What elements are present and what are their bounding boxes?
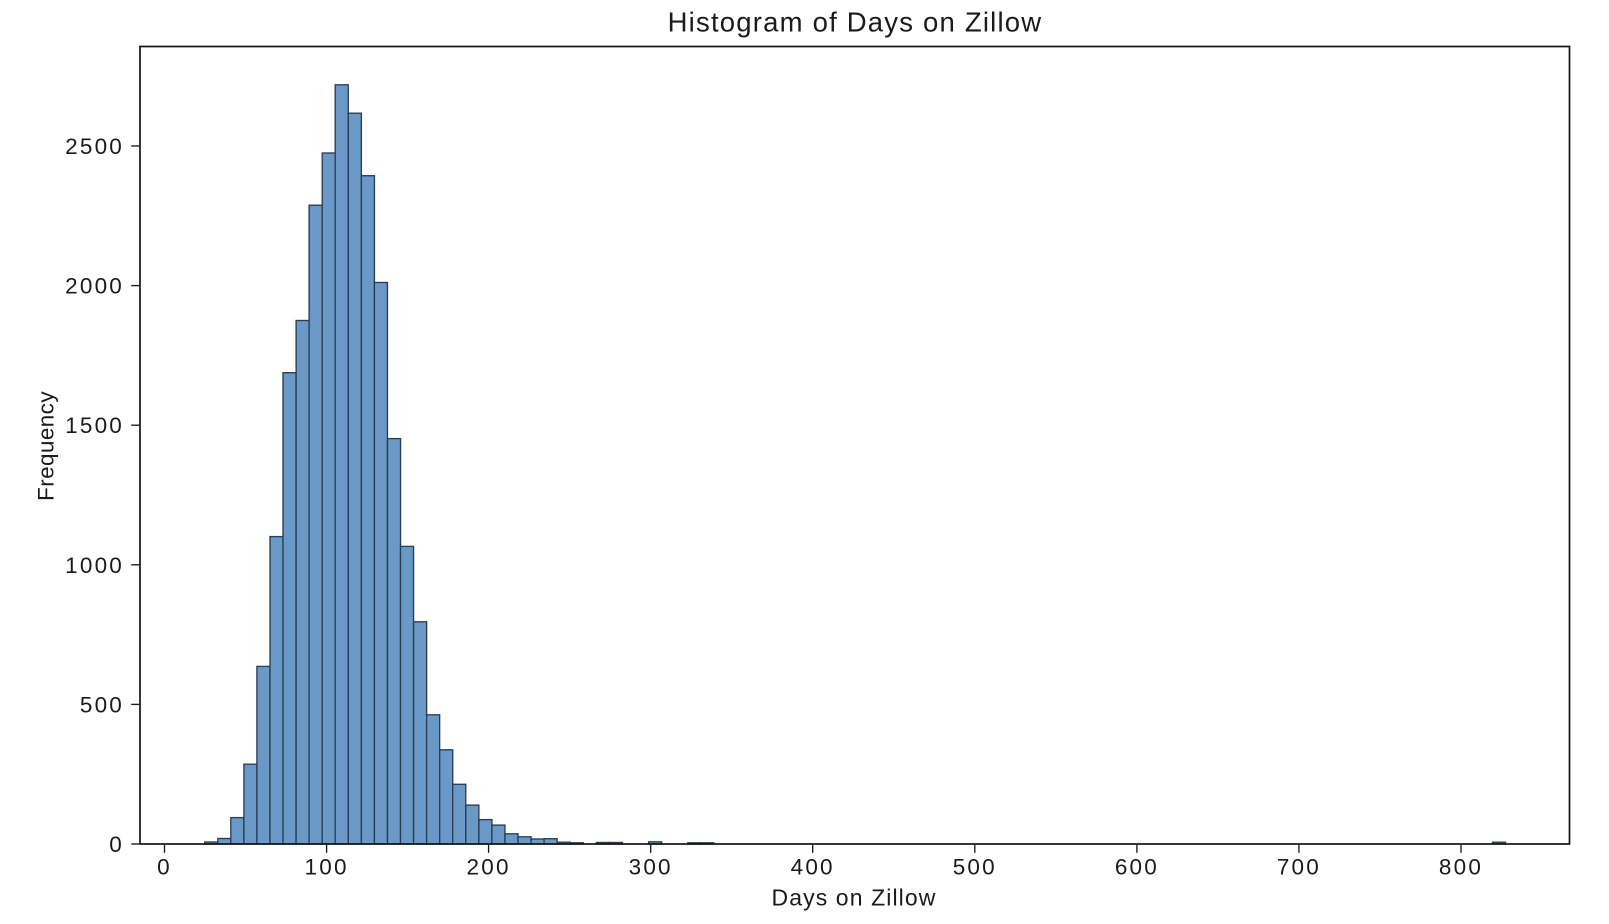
svg-text:0: 0 bbox=[157, 855, 172, 880]
svg-text:2500: 2500 bbox=[65, 134, 124, 159]
svg-text:400: 400 bbox=[791, 855, 835, 880]
svg-text:1500: 1500 bbox=[65, 413, 124, 438]
svg-text:500: 500 bbox=[953, 855, 997, 880]
svg-text:300: 300 bbox=[629, 855, 673, 880]
svg-text:Frequency: Frequency bbox=[33, 391, 58, 501]
svg-text:100: 100 bbox=[305, 855, 349, 880]
svg-text:200: 200 bbox=[467, 855, 511, 880]
svg-text:800: 800 bbox=[1439, 855, 1483, 880]
svg-text:1000: 1000 bbox=[65, 553, 124, 578]
svg-text:Days on Zillow: Days on Zillow bbox=[772, 884, 937, 910]
svg-text:700: 700 bbox=[1277, 855, 1321, 880]
svg-text:2000: 2000 bbox=[65, 274, 124, 299]
svg-text:Histogram of Days on Zillow: Histogram of Days on Zillow bbox=[668, 6, 1043, 37]
svg-text:600: 600 bbox=[1115, 855, 1159, 880]
svg-text:500: 500 bbox=[80, 692, 124, 717]
svg-text:0: 0 bbox=[109, 832, 124, 857]
